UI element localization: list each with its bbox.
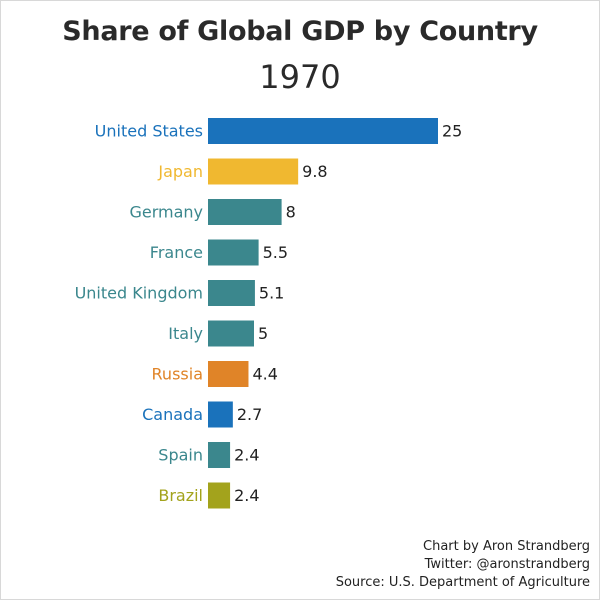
value-label-france: 5.5 (263, 243, 288, 262)
chart-title: Share of Global GDP by Country (62, 16, 538, 47)
bar-united-kingdom (208, 280, 255, 306)
value-label-italy: 5 (258, 324, 268, 343)
value-label-brazil: 2.4 (234, 486, 259, 505)
category-label-brazil: Brazil (158, 486, 203, 505)
category-label-united-states: United States (95, 122, 203, 141)
chart-credits: Chart by Aron Strandberg Twitter: @arons… (336, 538, 590, 592)
credit-twitter: Twitter: @aronstrandberg (424, 557, 590, 572)
value-label-united-states: 25 (442, 122, 462, 141)
bar-italy (208, 320, 254, 347)
bar-brazil (208, 482, 231, 509)
category-label-united-kingdom: United Kingdom (75, 284, 203, 303)
category-label-germany: Germany (129, 203, 203, 222)
value-label-germany: 8 (286, 203, 296, 222)
bar-russia (208, 361, 249, 387)
credit-author: Chart by Aron Strandberg (423, 539, 590, 554)
value-label-japan: 9.8 (302, 162, 327, 181)
value-label-canada: 2.7 (237, 405, 262, 424)
bar-france (208, 239, 259, 266)
chart-year: 1970 (259, 58, 341, 96)
category-label-spain: Spain (158, 446, 203, 465)
bar-united-states (208, 118, 438, 144)
category-label-italy: Italy (168, 324, 203, 343)
category-label-france: France (150, 243, 203, 262)
value-label-united-kingdom: 5.1 (259, 284, 284, 303)
bar-canada (208, 401, 233, 428)
bar-japan (208, 158, 299, 185)
value-label-spain: 2.4 (234, 446, 259, 465)
category-label-russia: Russia (152, 365, 203, 384)
category-label-japan: Japan (157, 162, 203, 181)
bar-spain (208, 442, 231, 468)
bar-germany (208, 199, 282, 225)
credit-source: Source: U.S. Department of Agriculture (335, 575, 590, 590)
category-label-canada: Canada (142, 405, 203, 424)
value-label-russia: 4.4 (252, 365, 277, 384)
